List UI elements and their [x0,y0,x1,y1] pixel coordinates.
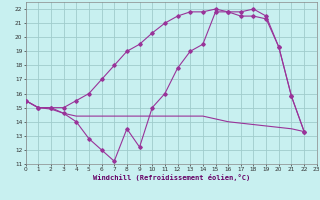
X-axis label: Windchill (Refroidissement éolien,°C): Windchill (Refroidissement éolien,°C) [92,174,250,181]
